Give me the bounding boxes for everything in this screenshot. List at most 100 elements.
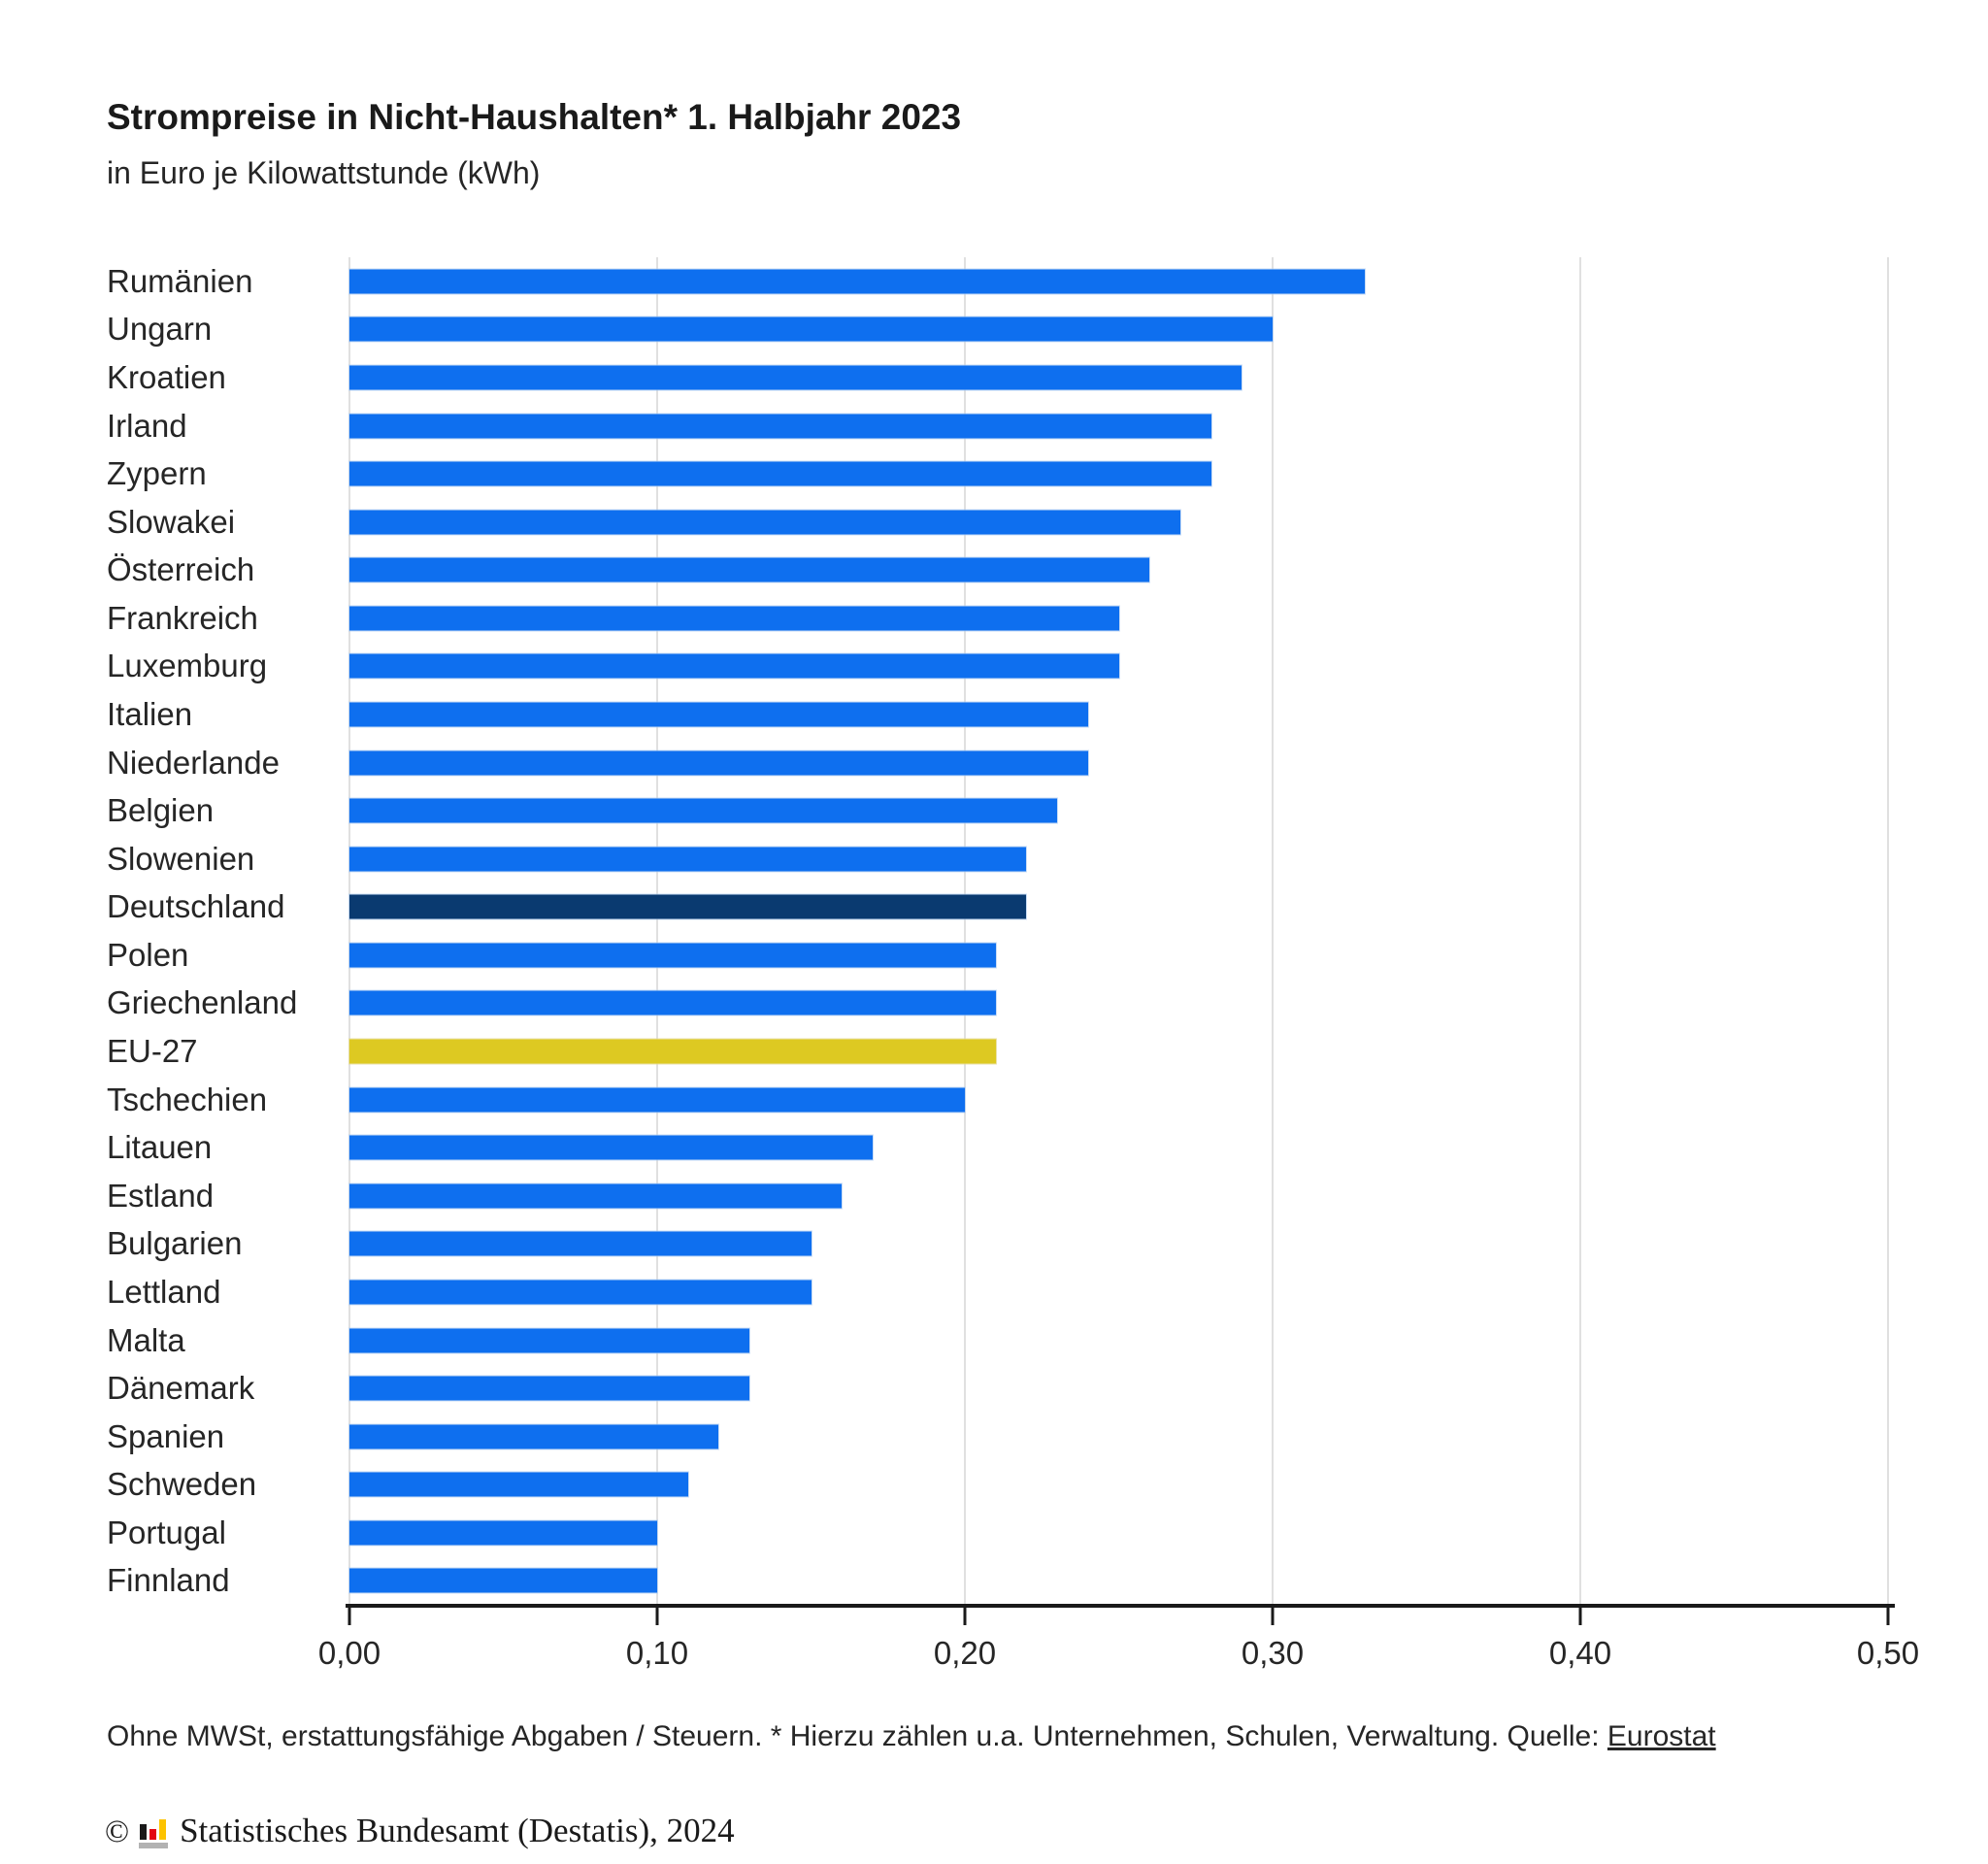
bar-track	[348, 643, 1888, 691]
copyright-line: © Statistisches Bundesamt (Destatis), 20…	[105, 1812, 735, 1850]
bar-track	[348, 1123, 1888, 1172]
country-label: Malta	[107, 1321, 185, 1358]
x-axis-tick-labels-layer: 0,00 0,10 0,20 0,30 0,40 0,50	[318, 1635, 1919, 1674]
country-label: Lettland	[107, 1273, 221, 1310]
bar-track	[348, 353, 1888, 402]
bar-row: Niederlande	[0, 739, 1988, 787]
copyright-text: Statistisches Bundesamt (Destatis), 2024	[180, 1812, 735, 1849]
country-label: Spanien	[107, 1417, 225, 1454]
copyright-symbol: ©	[105, 1814, 130, 1849]
value-bar	[348, 749, 1089, 777]
value-bar	[348, 1230, 812, 1257]
value-bar	[348, 413, 1212, 440]
value-bar	[348, 1279, 812, 1306]
bar-row: Griechenland	[0, 980, 1988, 1028]
logo-base-bar	[139, 1843, 169, 1848]
bar-row: Luxemburg	[0, 643, 1988, 691]
axis-tick	[963, 1608, 967, 1625]
value-bar	[348, 509, 1181, 536]
bar-row: Slowakei	[0, 498, 1988, 547]
value-bar	[348, 1519, 658, 1547]
country-label: Litauen	[107, 1129, 213, 1166]
gridline	[964, 257, 966, 1605]
value-bar	[348, 1375, 751, 1402]
axis-tick-label: 0,40	[1548, 1635, 1612, 1671]
gridlines-layer	[348, 257, 1889, 1605]
country-label: Finnland	[107, 1562, 230, 1599]
destatis-logo-icon	[139, 1818, 169, 1848]
value-bar	[348, 1471, 689, 1498]
value-bar	[348, 989, 997, 1016]
bar-track	[348, 1268, 1888, 1316]
axis-tick-label: 0,20	[933, 1635, 997, 1671]
value-bar	[348, 1182, 844, 1210]
country-label: Ungarn	[107, 311, 213, 348]
value-bar	[348, 460, 1212, 487]
value-bar	[348, 942, 997, 969]
country-label: Irland	[107, 407, 187, 444]
bar-row: Rumänien	[0, 257, 1988, 306]
value-bar	[348, 652, 1120, 680]
bar-rows-layer: Rumänien Ungarn Kroatien Irland Zypern Slowak…	[0, 257, 1988, 1605]
bar-track	[348, 1027, 1888, 1076]
eurostat-link[interactable]: Eurostat	[1607, 1720, 1716, 1752]
bar-track	[348, 883, 1888, 932]
bar-track	[348, 306, 1888, 354]
country-label: Slowakei	[107, 503, 236, 540]
gridline	[1887, 257, 1889, 1605]
country-label: Kroatien	[107, 358, 226, 395]
bar-track	[348, 257, 1888, 306]
bar-row: Bulgarien	[0, 1220, 1988, 1269]
bar-track	[348, 498, 1888, 547]
gridline	[1272, 257, 1274, 1605]
bar-track	[348, 931, 1888, 980]
logo-black-bar	[140, 1824, 148, 1840]
footnote-text: Ohne MWSt, erstattungsfähige Abgaben / S…	[107, 1720, 1607, 1752]
bar-row: Polen	[0, 931, 1988, 980]
country-label: Tschechien	[107, 1081, 268, 1117]
axis-tick-label: 0,10	[625, 1635, 689, 1671]
bar-track	[348, 739, 1888, 787]
bar-row: Irland	[0, 402, 1988, 450]
x-axis-line	[346, 1604, 1895, 1608]
bar-row: Italien	[0, 690, 1988, 739]
axis-tick-label: 0,50	[1856, 1635, 1920, 1671]
gridline	[1579, 257, 1581, 1605]
country-label: EU-27	[107, 1033, 198, 1070]
country-label: Estland	[107, 1177, 215, 1214]
bar-row: Slowenien	[0, 835, 1988, 883]
country-label: Deutschland	[107, 888, 285, 925]
value-bar	[348, 268, 1367, 295]
axis-tick-label: 0,30	[1241, 1635, 1305, 1671]
bar-row: Lettland	[0, 1268, 1988, 1316]
country-label: Niederlande	[107, 744, 280, 781]
country-label: Griechenland	[107, 984, 298, 1021]
value-bar	[348, 556, 1151, 583]
bar-row: Portugal	[0, 1509, 1988, 1557]
bar-row: Litauen	[0, 1123, 1988, 1172]
bar-row: Ungarn	[0, 306, 1988, 354]
country-label: Zypern	[107, 455, 207, 492]
bar-row: Estland	[0, 1172, 1988, 1220]
bar-track	[348, 690, 1888, 739]
value-bar	[348, 605, 1120, 632]
bar-track	[348, 449, 1888, 498]
country-label: Schweden	[107, 1466, 257, 1503]
logo-red-bar	[149, 1829, 157, 1840]
bar-row: Frankreich	[0, 594, 1988, 643]
value-bar	[348, 1134, 874, 1161]
bar-track	[348, 1509, 1888, 1557]
footnote: Ohne MWSt, erstattungsfähige Abgaben / S…	[107, 1720, 1716, 1753]
country-label: Bulgarien	[107, 1225, 243, 1262]
axis-tick	[655, 1608, 659, 1625]
value-bar	[348, 1327, 751, 1353]
bar-track	[348, 1413, 1888, 1461]
chart-subtitle: in Euro je Kilowattstunde (kWh)	[107, 155, 541, 190]
bar-track	[348, 1557, 1888, 1606]
value-bar	[348, 846, 1028, 873]
value-bar	[348, 316, 1274, 343]
bar-row: Belgien	[0, 786, 1988, 835]
bar-track	[348, 1220, 1888, 1269]
bar-track	[348, 402, 1888, 450]
axis-tick	[1886, 1608, 1890, 1625]
